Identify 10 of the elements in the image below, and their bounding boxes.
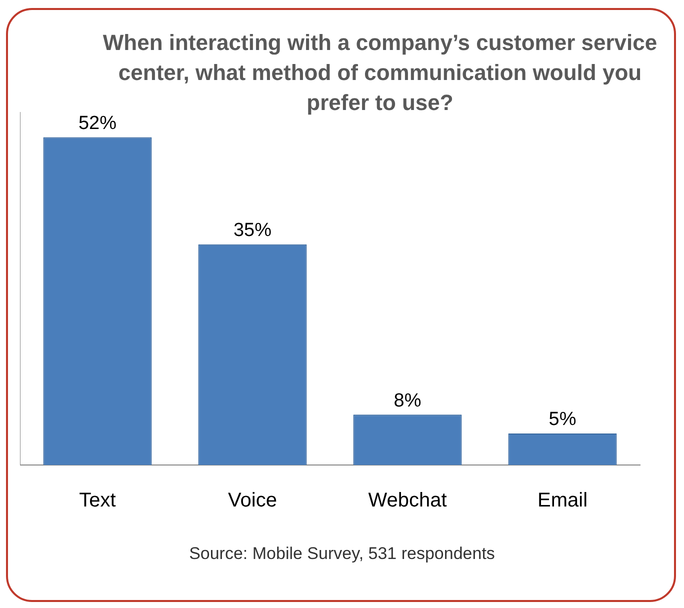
x-tick-label: Email <box>537 490 588 512</box>
source-note: Source: Mobile Survey, 531 respondents <box>188 544 496 564</box>
data-label: 52% <box>78 112 117 134</box>
x-tick-label: Text <box>79 490 116 512</box>
data-label: 5% <box>548 409 576 430</box>
chart-title: When interacting with a company’s customer service center, what method of communication would you prefer to use? <box>102 30 658 115</box>
data-label: 8% <box>394 390 422 412</box>
data-label: 35% <box>233 220 272 242</box>
x-tick-label: Voice <box>228 490 277 512</box>
x-tick-label: Webchat <box>368 490 448 512</box>
